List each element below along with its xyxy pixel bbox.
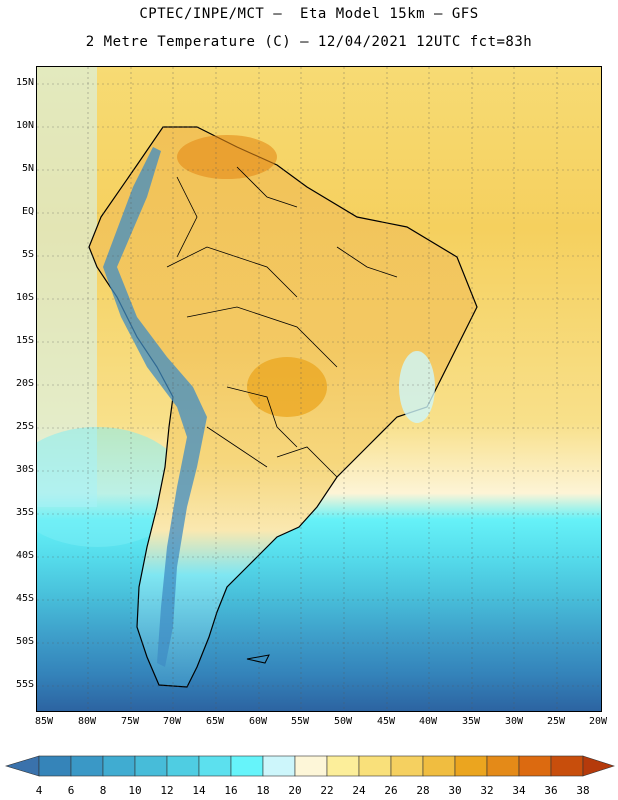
colorbar-cell <box>518 755 552 777</box>
colorbar-label: 26 <box>384 784 398 797</box>
lon-label: 35W <box>461 716 481 727</box>
colorbar-cell <box>454 755 488 777</box>
lon-label: 55W <box>290 716 310 727</box>
pacific-cool-patch <box>37 427 187 547</box>
cool-highlands-brazil <box>399 351 435 423</box>
colorbar-cell <box>166 755 200 777</box>
lon-label: 45W <box>376 716 396 727</box>
colorbar-cell <box>262 755 296 777</box>
colorbar-cell <box>422 755 456 777</box>
colorbar-cell <box>294 755 328 777</box>
lon-label: 65W <box>205 716 225 727</box>
lon-label: 85W <box>34 716 54 727</box>
andes-cool-band <box>103 147 207 667</box>
lon-label: 60W <box>248 716 268 727</box>
map-title-line-1: CPTEC/INPE/MCT – Eta Model 15km – GFS <box>139 6 479 22</box>
lat-label: 45S <box>15 593 34 604</box>
lon-label: 25W <box>546 716 566 727</box>
colorbar-label: 28 <box>416 784 430 797</box>
warm-core-venezuela <box>177 135 277 179</box>
colorbar-label: 34 <box>512 784 526 797</box>
lat-label: 25S <box>15 421 34 432</box>
colorbar-label: 12 <box>160 784 174 797</box>
colorbar-cell <box>550 755 584 777</box>
lat-label: 10N <box>15 120 34 131</box>
lat-label: EQ <box>21 206 34 217</box>
falkland-islands <box>246 654 270 664</box>
colorbar-cell <box>70 755 104 777</box>
colorbar-label: 8 <box>99 784 107 797</box>
lon-label: 30W <box>504 716 524 727</box>
colorbar-high-arrow <box>582 755 615 777</box>
lon-label: 40W <box>418 716 438 727</box>
colorbar-cell <box>134 755 168 777</box>
map-title-line-2: 2 Metre Temperature (C) – 12/04/2021 12U… <box>85 34 533 50</box>
colorbar-label: 14 <box>192 784 206 797</box>
lon-label: 70W <box>162 716 182 727</box>
lat-label: 20S <box>15 378 34 389</box>
colorbar-label: 16 <box>224 784 238 797</box>
colorbar-cell <box>486 755 520 777</box>
colorbar-label: 20 <box>288 784 302 797</box>
colorbar-label: 22 <box>320 784 334 797</box>
lat-label: 15S <box>15 335 34 346</box>
colorbar-label: 10 <box>128 784 142 797</box>
colorbar-cell <box>102 755 136 777</box>
colorbar-label: 30 <box>448 784 462 797</box>
colorbar-cell <box>230 755 264 777</box>
lon-label: 75W <box>120 716 140 727</box>
colorbar-cell <box>38 755 72 777</box>
colorbar-cell <box>198 755 232 777</box>
colorbar-low-arrow <box>4 755 40 777</box>
colorbar-label: 6 <box>67 784 75 797</box>
lon-label: 50W <box>333 716 353 727</box>
colorbar-label: 24 <box>352 784 366 797</box>
country-borders <box>166 166 398 478</box>
lat-label: 50S <box>15 636 34 647</box>
lat-label: 35S <box>15 507 34 518</box>
lon-label: 20W <box>588 716 608 727</box>
grid-lines <box>37 67 601 711</box>
colorbar-label: 4 <box>35 784 43 797</box>
colorbar-cell <box>358 755 392 777</box>
temperature-colorbar <box>4 755 615 777</box>
colorbar-label: 32 <box>480 784 494 797</box>
lat-label: 10S <box>15 292 34 303</box>
colorbar-label: 38 <box>576 784 590 797</box>
lon-label: 80W <box>77 716 97 727</box>
lat-label: 55S <box>15 679 34 690</box>
lat-label: 5N <box>21 163 34 174</box>
colorbar-label: 18 <box>256 784 270 797</box>
colorbar-label: 36 <box>544 784 558 797</box>
temperature-map <box>36 66 602 712</box>
lat-label: 40S <box>15 550 34 561</box>
colorbar-cell <box>326 755 360 777</box>
colorbar-cell <box>390 755 424 777</box>
lat-label: 15N <box>15 77 34 88</box>
map-canvas <box>37 67 601 711</box>
lat-label: 5S <box>21 249 34 260</box>
lat-label: 30S <box>15 464 34 475</box>
warm-core-pantanal <box>247 357 327 417</box>
